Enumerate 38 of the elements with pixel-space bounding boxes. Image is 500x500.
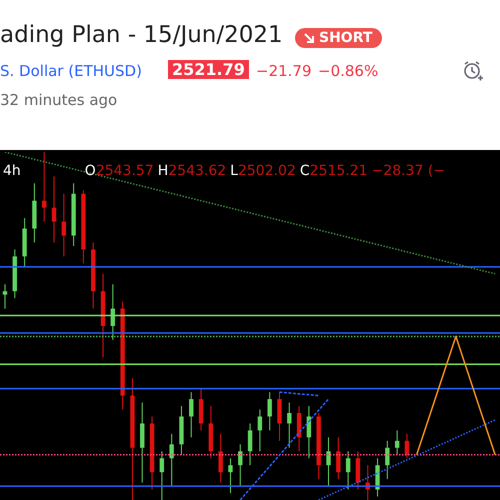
text: 32 minutes ago xyxy=(0,91,118,109)
text: −0.86% xyxy=(318,62,378,80)
candlestick xyxy=(336,436,341,480)
candlestick xyxy=(238,444,242,487)
candlestick xyxy=(218,433,223,484)
annotation: 2543.57 xyxy=(96,163,154,179)
text: −21.79 xyxy=(256,62,312,80)
annotation: 2515.21 xyxy=(310,163,368,179)
candlestick xyxy=(385,440,390,480)
candlestick xyxy=(394,430,400,456)
annotation: 4h xyxy=(3,163,21,179)
annotation: −28.37 (− xyxy=(372,163,446,179)
annotation: O xyxy=(84,163,96,179)
candlestick xyxy=(42,152,46,222)
candlestick xyxy=(404,433,410,459)
annotation: 2543.62 xyxy=(168,163,226,179)
candlestick xyxy=(248,422,252,466)
text: SHORT xyxy=(319,30,372,46)
annotation: H xyxy=(158,163,168,179)
candlestick xyxy=(346,450,350,490)
text: S. Dollar (ETHUSD) xyxy=(0,62,142,80)
candlestick xyxy=(267,392,272,431)
candlestick xyxy=(306,406,312,459)
annotation: C xyxy=(300,163,310,179)
candlestick xyxy=(287,402,292,448)
chart-title: ading Plan - 15/Jun/2021 xyxy=(0,22,283,48)
text: 2521.79 xyxy=(168,60,249,79)
candlestick xyxy=(258,409,262,452)
candlestick xyxy=(169,433,174,487)
candlestick xyxy=(160,450,164,500)
candlestick xyxy=(52,176,56,243)
annotation: L xyxy=(230,163,238,179)
candlestick xyxy=(62,193,66,257)
annotation: 2502.02 xyxy=(238,163,296,179)
candlestick xyxy=(189,392,194,438)
candlestick xyxy=(110,284,116,340)
candlestick xyxy=(2,284,8,310)
candlestick xyxy=(228,458,233,494)
